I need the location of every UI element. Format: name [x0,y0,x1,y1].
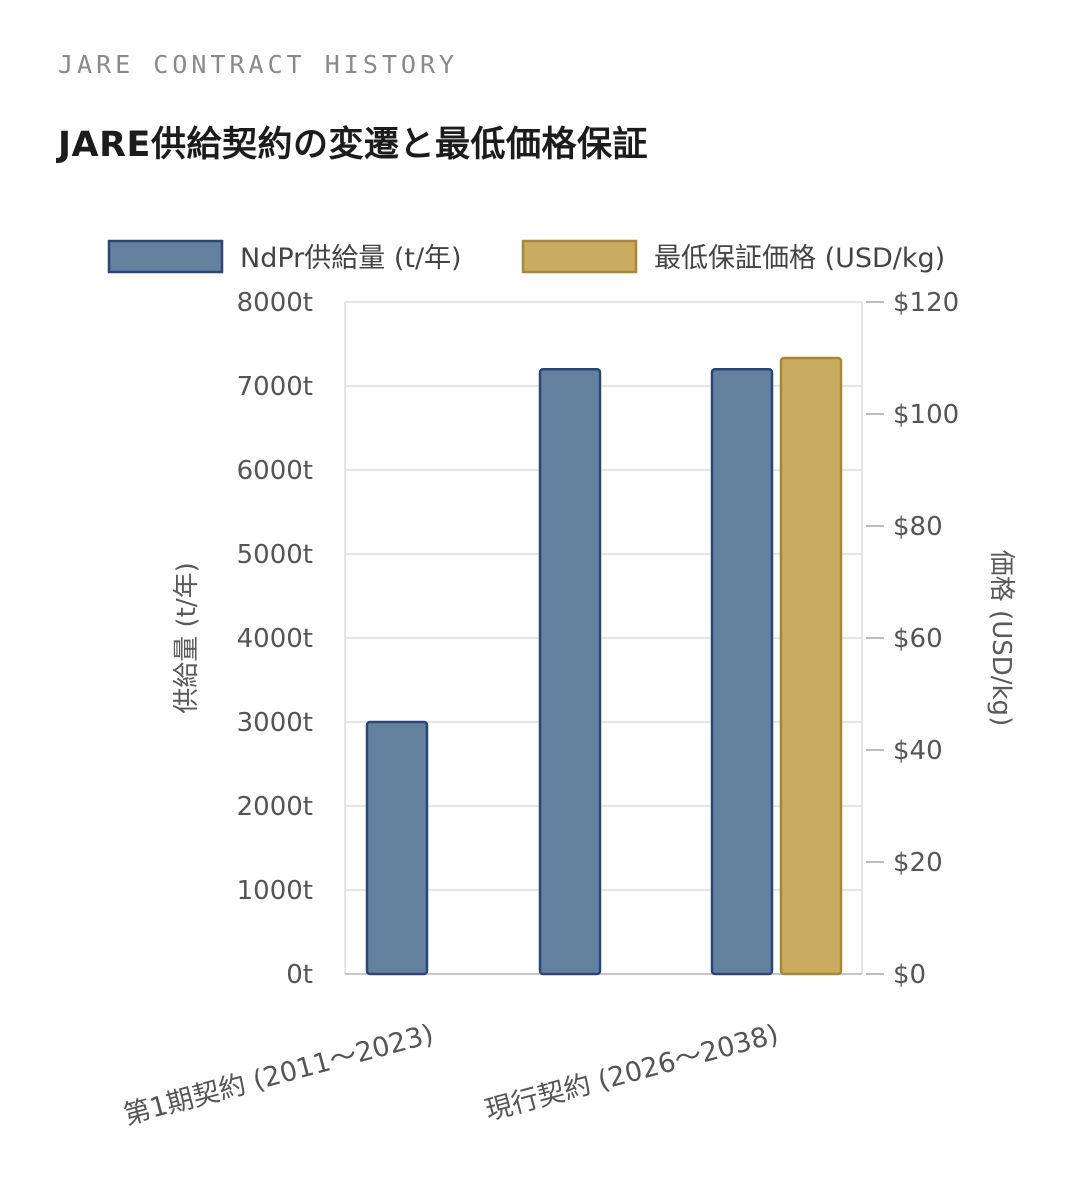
y-tick-label: 1000t [237,876,313,906]
legend-label: 最低保証価格 (USD/kg) [654,243,945,274]
axes [345,301,884,975]
bars [365,356,843,976]
legend-swatch [521,239,638,274]
chart-title: JARE供給契約の変遷と最低価格保証 [58,125,648,165]
y-tick-label: 3000t [237,708,313,738]
y-tick-label: 7000t [237,372,313,402]
y2-axis-title: 価格 (USD/kg) [986,550,1016,726]
price-bar [779,356,843,976]
y2-tick-label: $60 [893,624,943,654]
chart-eyebrow: JARE CONTRACT HISTORY [58,50,459,79]
y2-tick-label: $80 [893,512,943,542]
y2-tick-label: $120 [893,288,959,318]
y-tick-label: 2000t [237,792,313,822]
supply-bar [365,720,429,976]
y-tick-label: 5000t [237,540,313,570]
supply-bar [710,367,774,976]
y2-tick-label: $0 [893,960,926,990]
y2-tick-label: $20 [893,848,943,878]
y-tick-label: 0t [286,960,313,990]
grid-lines [344,301,863,974]
y2-tick-label: $100 [893,400,959,430]
supply-bar [538,367,602,976]
legend: NdPr供給量 (t/年) 最低保証価格 (USD/kg) [107,239,945,274]
y-tick-label: 4000t [237,624,313,654]
y2-tick-label: $40 [893,736,943,766]
y-tick-label: 6000t [237,456,313,486]
x-category-label: 第1期契約 (2011〜2023) [120,1019,436,1132]
y-tick-label: 8000t [237,288,313,318]
legend-label: NdPr供給量 (t/年) [240,243,462,274]
y-axis-title: 供給量 (t/年) [172,562,202,714]
x-category-label: 現行契約 (2026〜2038) [482,1019,782,1127]
legend-swatch [107,239,224,274]
